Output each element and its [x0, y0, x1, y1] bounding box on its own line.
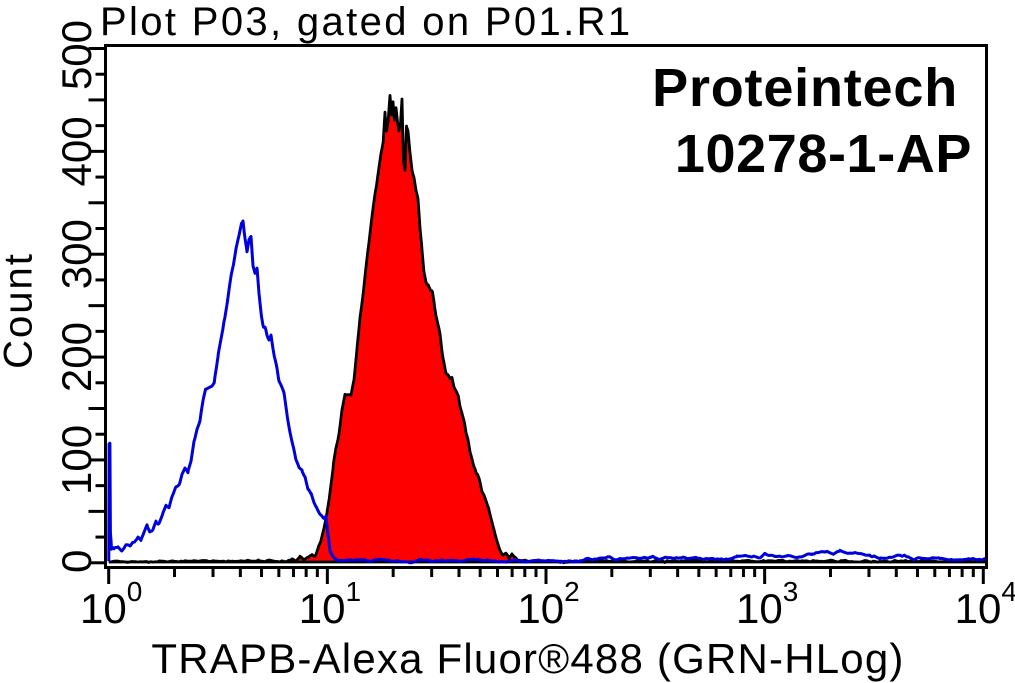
- svg-text:10278-1-AP: 10278-1-AP: [675, 124, 972, 184]
- svg-text:0: 0: [53, 550, 100, 573]
- svg-text:300: 300: [53, 219, 100, 289]
- svg-text:400: 400: [53, 116, 100, 186]
- svg-text:Plot P03, gated on P01.R1: Plot P03, gated on P01.R1: [100, 0, 632, 44]
- svg-text:TRAPB-Alexa Fluor®488 (GRN-HLo: TRAPB-Alexa Fluor®488 (GRN-HLog): [151, 635, 904, 682]
- svg-text:Proteintech: Proteintech: [652, 58, 958, 118]
- svg-text:500: 500: [53, 20, 100, 90]
- svg-text:Count: Count: [0, 252, 41, 369]
- svg-text:100: 100: [53, 425, 100, 495]
- svg-text:200: 200: [53, 322, 100, 392]
